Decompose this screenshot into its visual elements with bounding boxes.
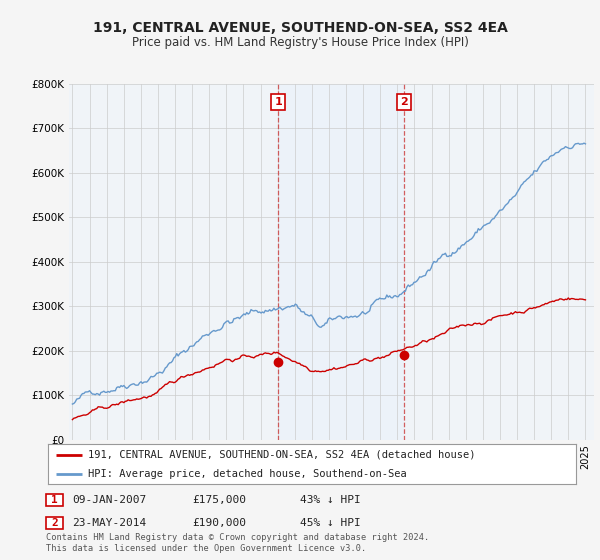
Text: £190,000: £190,000: [192, 518, 246, 528]
Text: 2: 2: [51, 518, 58, 528]
Text: 2: 2: [400, 97, 408, 107]
Text: HPI: Average price, detached house, Southend-on-Sea: HPI: Average price, detached house, Sout…: [88, 469, 406, 478]
Text: 191, CENTRAL AVENUE, SOUTHEND-ON-SEA, SS2 4EA: 191, CENTRAL AVENUE, SOUTHEND-ON-SEA, SS…: [92, 21, 508, 35]
Text: Contains HM Land Registry data © Crown copyright and database right 2024.
This d: Contains HM Land Registry data © Crown c…: [46, 533, 430, 553]
Text: 09-JAN-2007: 09-JAN-2007: [72, 495, 146, 505]
Text: 45% ↓ HPI: 45% ↓ HPI: [300, 518, 361, 528]
Text: Price paid vs. HM Land Registry's House Price Index (HPI): Price paid vs. HM Land Registry's House …: [131, 36, 469, 49]
Text: 23-MAY-2014: 23-MAY-2014: [72, 518, 146, 528]
Text: 43% ↓ HPI: 43% ↓ HPI: [300, 495, 361, 505]
Text: 191, CENTRAL AVENUE, SOUTHEND-ON-SEA, SS2 4EA (detached house): 191, CENTRAL AVENUE, SOUTHEND-ON-SEA, SS…: [88, 450, 475, 460]
Text: 1: 1: [51, 495, 58, 505]
Text: £175,000: £175,000: [192, 495, 246, 505]
Text: 1: 1: [274, 97, 282, 107]
